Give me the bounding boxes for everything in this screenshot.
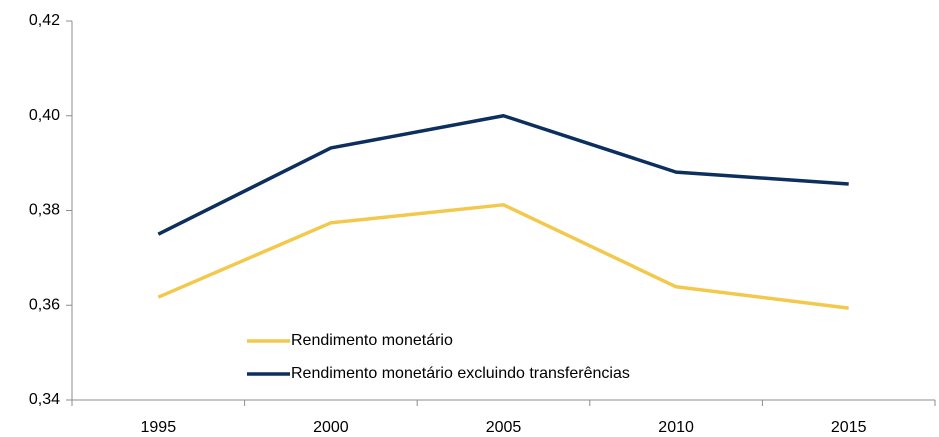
legend-label: Rendimento monetário [291, 332, 453, 349]
x-tick-label: 2000 [313, 419, 349, 436]
line-series [157, 203, 849, 310]
y-tick-label: 0,36 [29, 296, 60, 313]
x-tick-label: 2010 [658, 419, 694, 436]
legend-label: Rendimento monetário excluindo transferê… [291, 365, 630, 382]
x-tick-label: 2015 [831, 419, 867, 436]
y-tick-label: 0,34 [29, 391, 60, 408]
y-tick-label: 0,38 [29, 202, 60, 219]
line-series [157, 114, 849, 236]
y-tick-label: 0,42 [29, 12, 60, 29]
x-tick-label: 1995 [141, 419, 177, 436]
y-tick-label: 0,40 [29, 107, 60, 124]
x-tick-label: 2005 [486, 419, 522, 436]
